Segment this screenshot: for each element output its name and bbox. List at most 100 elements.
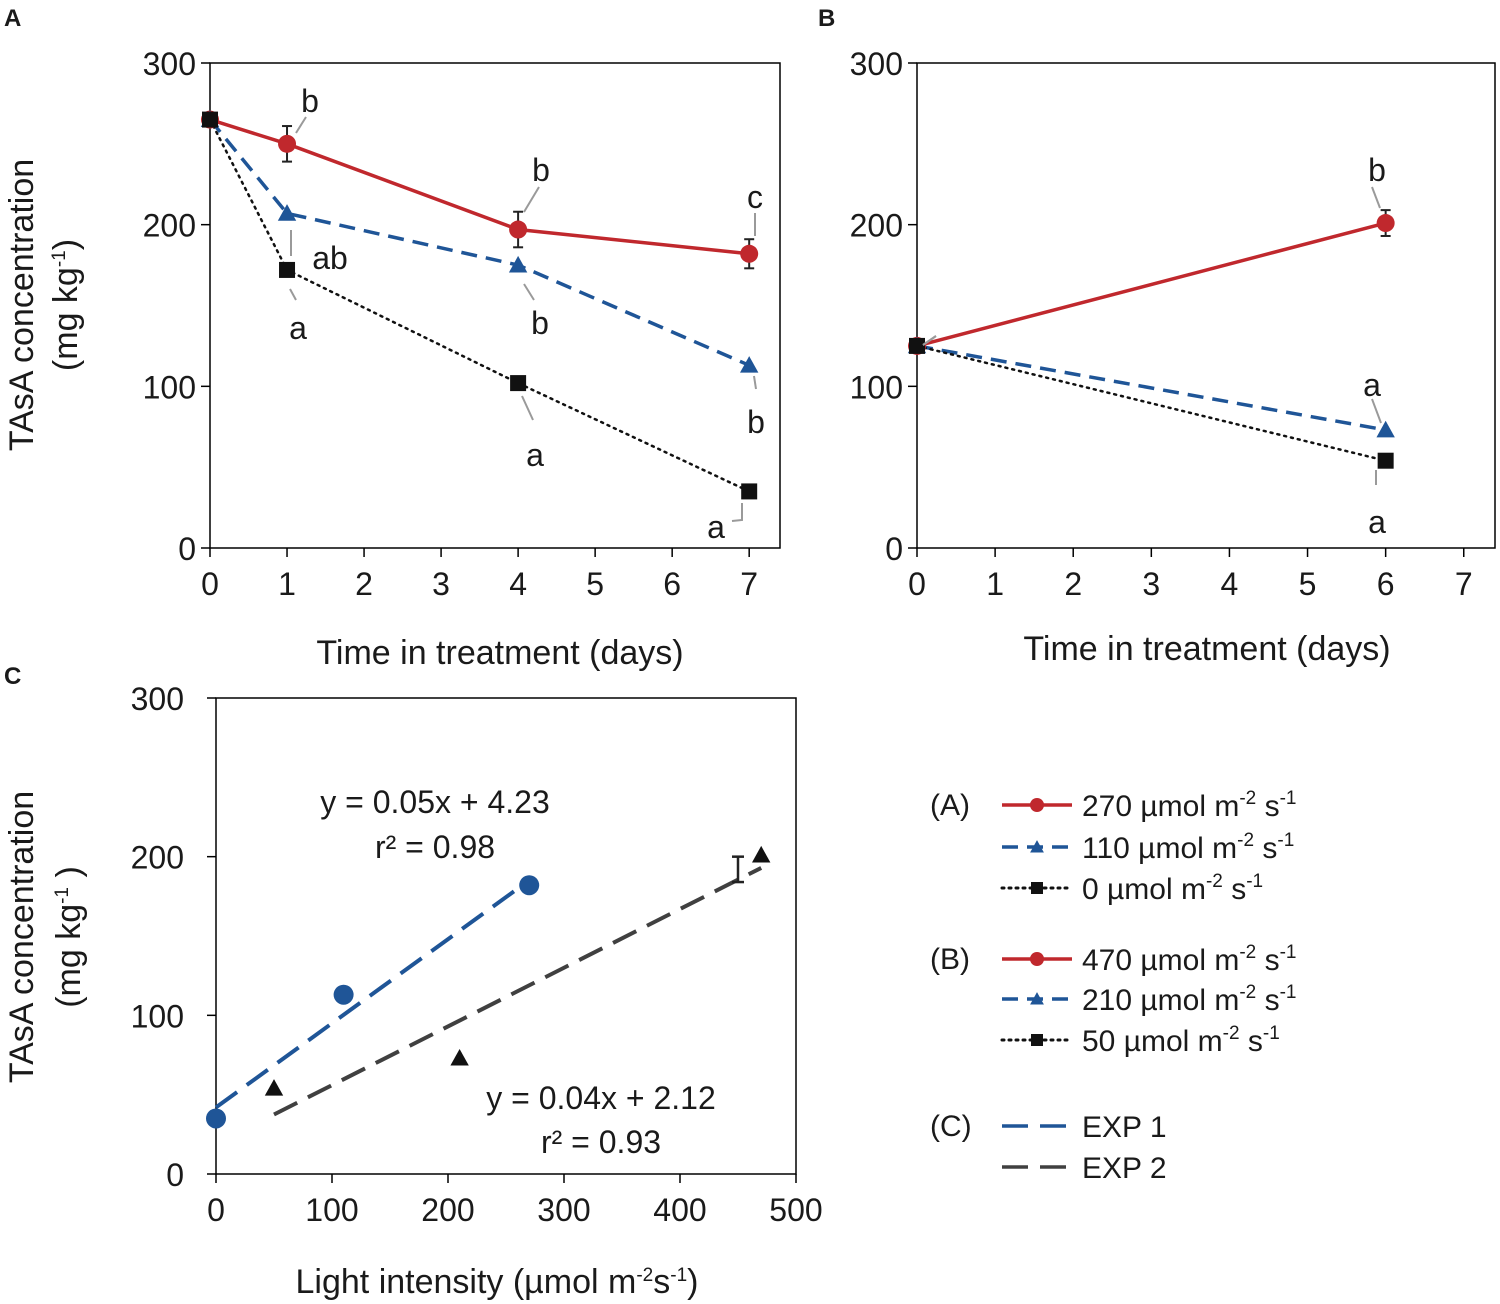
- panel-a-x-tick-label-5: 5: [586, 566, 604, 602]
- panel-a-series-2-point-3: [741, 483, 758, 500]
- panel-a-y-axis-title: TAsA concentration: [3, 159, 41, 451]
- panel-b-x-tick-label-4: 4: [1221, 566, 1239, 602]
- panel-c-error-bar: [732, 855, 744, 884]
- legend-symbol-marker-1-1: [1030, 992, 1044, 1005]
- panel-c-chart: 0 100 200 300 400 500 0 100 200 300 y = 0.05x + …: [3, 681, 823, 1301]
- panel-label-b: B: [818, 5, 835, 32]
- panel-c-exp1-point-0: [206, 1108, 226, 1129]
- panel-a-series-2-letter-1: a: [289, 310, 307, 346]
- panel-c-x-ticks: 0 100 200 300 400 500: [207, 1174, 823, 1228]
- panel-b-series-0-line: [916, 221, 1387, 348]
- panel-b-x-tick-label-3: 3: [1142, 566, 1160, 602]
- panel-a-series-1-letter-2: b: [531, 305, 549, 341]
- panel-a-series-0-leader-1: [295, 116, 307, 134]
- legend-group-tag-0: (A): [930, 789, 970, 822]
- panel-a-series-0-point-3: [740, 244, 759, 263]
- panel-c-x-tick-label-2: 200: [421, 1192, 474, 1228]
- panel-b-x-tick-label-7: 7: [1455, 566, 1473, 602]
- panel-label-c: C: [4, 663, 21, 690]
- panel-c-y-tick-label-2: 200: [131, 840, 184, 876]
- panel-b-series-1-leader-1: [1371, 398, 1382, 424]
- panel-c-y-tick-label-3: 300: [131, 681, 184, 717]
- panel-a-series-2-letter-3: a: [707, 509, 725, 545]
- panel-c-exp1-fit-line: [214, 880, 529, 1109]
- exp1-r-squared: r² = 0.98: [375, 829, 495, 865]
- panel-b-frame: [916, 62, 1496, 549]
- panel-c-exp1-point-2: [519, 875, 540, 896]
- panel-a-series-0-point-2: [509, 220, 528, 239]
- panel-c-y-axis-title: TAsA concentration: [3, 791, 41, 1083]
- legend-label-0-1: 110 µmol m-2 s-1: [1082, 830, 1294, 865]
- panel-c-x-tick-label-5: 500: [769, 1192, 822, 1228]
- panel-a-x-ticks: 0 1 2 3 4 5 6 7: [201, 548, 758, 602]
- legend-symbol-marker-0-0: [1030, 798, 1044, 812]
- panel-c-y-tick-label-0: 0: [166, 1157, 184, 1193]
- panel-c-y-ticks: 0 100 200 300: [131, 681, 216, 1193]
- exp2-r-squared: r² = 0.93: [541, 1124, 661, 1160]
- panel-a-series-0-line: [209, 117, 750, 256]
- panel-a-series-2-point-0: [202, 111, 218, 128]
- panel-a-series-1-point-2: [508, 255, 528, 273]
- panel-a-series-1-letter-3: b: [747, 404, 765, 440]
- legend-label-0-0: 270 µmol m-2 s-1: [1082, 788, 1297, 823]
- panel-a-series-2-letter-2: a: [526, 437, 544, 473]
- panel-b-x-tick-label-6: 6: [1377, 566, 1395, 602]
- panel-a-y-tick-label-1: 100: [143, 369, 196, 405]
- panel-c-frame: [215, 697, 797, 1175]
- panel-a-series-2-leader-1: [289, 288, 297, 301]
- legend-label-1-2: 50 µmol m-2 s-1: [1082, 1023, 1280, 1058]
- legend-label-1-0: 470 µmol m-2 s-1: [1082, 942, 1297, 977]
- panel-b-markers: [907, 214, 1395, 469]
- panel-b-series-0-leader-1: [1371, 186, 1381, 209]
- panel-b-series-1-line: [916, 344, 1386, 432]
- panel-b-x-tick-label-0: 0: [908, 566, 926, 602]
- panel-c-exp2-point-2: [752, 845, 771, 863]
- legend-symbol-marker-1-0: [1030, 952, 1044, 966]
- exp2-equation: y = 0.04x + 2.12: [486, 1080, 716, 1116]
- panel-a-series-1-leader-2: [523, 283, 535, 301]
- panel-b-series-1-letter-1: a: [1363, 367, 1381, 403]
- legend-label-2-0: EXP 1: [1082, 1111, 1167, 1144]
- panel-a-x-tick-label-6: 6: [663, 566, 681, 602]
- panel-b-x-tick-label-2: 2: [1064, 566, 1082, 602]
- panel-c-y-axis-unit: (mg kg-1 ): [50, 866, 88, 1008]
- panel-b-series-1-point-1: [1376, 420, 1395, 438]
- panel-a-series-2-point-2: [510, 375, 527, 392]
- panel-a-series-1-point-3: [739, 356, 759, 373]
- legend-group-tag-1: (B): [930, 943, 970, 976]
- panel-a-series-2-leader-2: [521, 395, 534, 421]
- panel-b-x-ticks: 0 1 2 3 4 5 6 7: [908, 548, 1473, 602]
- panel-b-significance-letters: b a a: [1363, 152, 1386, 540]
- panel-a-series-1-letter-1: ab: [312, 240, 348, 276]
- panel-b-x-tick-label-5: 5: [1299, 566, 1317, 602]
- panel-c-x-tick-label-0: 0: [207, 1192, 225, 1228]
- panel-c-x-axis-title: Light intensity (µmol m-2s-1): [296, 1263, 699, 1301]
- panel-b-chart: 0 1 2 3 4 5 6 7 0 100 200 300 b a a Time in treatmen…: [850, 46, 1496, 668]
- panel-a-y-tick-label-2: 200: [143, 208, 196, 244]
- panel-a-significance-letters: b b c ab b b a a a: [289, 83, 765, 545]
- panel-a-x-tick-label-0: 0: [201, 566, 219, 602]
- panel-a-x-tick-label-2: 2: [355, 566, 373, 602]
- panel-b-series-0-letter-1: b: [1368, 152, 1386, 188]
- panel-label-a: A: [4, 5, 21, 32]
- panel-b-y-tick-label-0: 0: [885, 531, 903, 567]
- panel-a-x-axis-title: Time in treatment (days): [316, 634, 683, 672]
- panel-b-series-2-point-1: [1377, 452, 1394, 469]
- legend: (A) 270 µmol m-2 s-1 110 µmol m-2 s-1 0 µmo…: [930, 788, 1297, 1185]
- panel-a-x-tick-label-1: 1: [278, 566, 296, 602]
- panel-b-x-tick-label-1: 1: [986, 566, 1004, 602]
- panel-b-y-tick-label-1: 100: [850, 369, 903, 405]
- panel-b-y-tick-label-2: 200: [850, 208, 903, 244]
- legend-label-1-1: 210 µmol m-2 s-1: [1082, 982, 1297, 1017]
- panel-a-series-lines: [208, 117, 751, 493]
- panel-b-letter-leaders: [922, 186, 1382, 485]
- panel-c-fit-lines: [214, 866, 763, 1117]
- panel-a-series-0-leader-2: [523, 186, 540, 213]
- panel-b-origin-leader: [922, 335, 937, 346]
- panel-c-exp1-point-1: [333, 984, 354, 1005]
- panel-c-markers: [206, 845, 771, 1129]
- legend-label-0-2: 0 µmol m-2 s-1: [1082, 871, 1263, 906]
- panel-a-series-1-line: [208, 118, 750, 367]
- legend-group-tag-2: (C): [930, 1110, 972, 1143]
